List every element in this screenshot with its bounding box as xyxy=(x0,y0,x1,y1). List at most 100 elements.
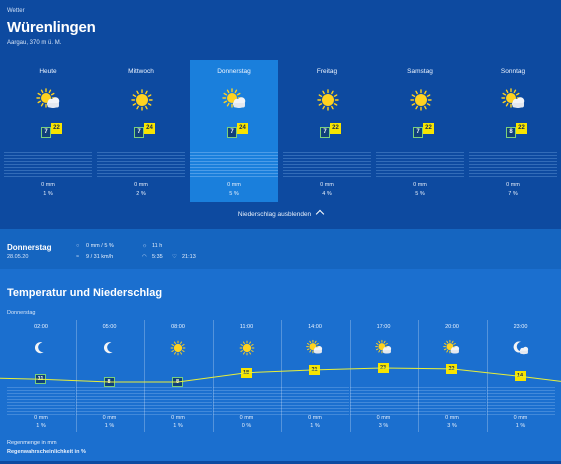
location-title: Würenlingen xyxy=(7,19,96,36)
max-temp: 22 xyxy=(516,123,527,134)
hour-slot-7: 23:00 14 0 mm 1 % xyxy=(486,320,555,432)
day-name: Donnerstag xyxy=(217,68,251,75)
sun-icon xyxy=(238,339,256,357)
sun-cloud-icon xyxy=(222,87,248,113)
detail-precip: ○ 0 mm / 5 % xyxy=(76,243,114,249)
precip-probability: 5 % xyxy=(415,191,425,197)
precip-amount: 0 mm xyxy=(41,182,55,188)
sun-icon xyxy=(129,87,155,113)
horizontal-scrollbar[interactable] xyxy=(0,461,561,464)
precip-probability: 1 % xyxy=(104,423,115,429)
raindrop-icon: ○ xyxy=(76,243,80,249)
precip-amount: 0 mm xyxy=(308,415,322,421)
min-temp: 7 xyxy=(227,127,237,138)
day-card-3[interactable]: Freitag 7 22 0 mm 4 % xyxy=(283,60,371,202)
wind-icon: ≈ xyxy=(76,254,80,260)
min-temp: 7 xyxy=(413,127,423,138)
precip-bars xyxy=(283,152,371,178)
slot-temperature: 14 xyxy=(514,371,526,382)
day-name: Freitag xyxy=(316,68,338,75)
precip-bars xyxy=(7,387,75,415)
min-temp: 7 xyxy=(320,127,330,138)
hour-slot-4: 14:00 21 0 mm 1 % xyxy=(281,320,349,432)
max-temp: 22 xyxy=(51,123,62,134)
precip-probability: 0 % xyxy=(241,423,252,429)
day-name: Heute xyxy=(39,68,57,75)
precip-bars xyxy=(469,152,557,178)
slot-divider xyxy=(76,320,77,432)
precip-amount: 0 mm xyxy=(445,415,459,421)
precip-probability: 1 % xyxy=(173,423,183,429)
detail-sunset: ♡ 21:13 xyxy=(172,254,196,260)
precip-probability: 3 % xyxy=(447,423,457,429)
day-name: Sonntag xyxy=(500,68,526,75)
slot-divider xyxy=(213,320,214,432)
sun-icon xyxy=(315,87,341,113)
precip-amount: 0 mm xyxy=(34,415,48,421)
max-temp: 22 xyxy=(423,123,434,134)
moon-icon xyxy=(101,339,119,357)
slot-temperature: 21 xyxy=(309,364,320,375)
moon-icon xyxy=(32,339,50,357)
day-name: Mittwoch xyxy=(128,68,154,75)
precip-bars xyxy=(144,387,212,415)
day-detail: Donnerstag 28.05.20 ○ 0 mm / 5 % ≈9 / 31 … xyxy=(0,229,561,269)
hour-slot-0: 02:00 11 0 mm 1 % xyxy=(7,320,75,432)
slot-divider xyxy=(144,320,145,432)
min-temp: 7 xyxy=(134,127,144,138)
precip-amount: 0 mm xyxy=(413,182,427,188)
slot-time: 14:00 xyxy=(308,324,322,330)
hour-slot-2: 08:00 8 0 mm 1 % xyxy=(144,320,212,432)
precip-probability: 2 % xyxy=(136,191,146,197)
precip-amount: 0 mm xyxy=(320,182,334,188)
precip-bars xyxy=(4,152,92,178)
chart-title: Temperatur und Niederschlag xyxy=(7,287,163,299)
slot-time: 08:00 xyxy=(171,324,185,330)
sun-icon xyxy=(408,87,434,113)
slot-time: 05:00 xyxy=(102,324,117,330)
slot-divider xyxy=(350,320,351,432)
detail-wind: ≈9 / 31 km/h xyxy=(76,254,114,260)
precip-amount: 0 mm xyxy=(506,182,520,188)
day-card-0[interactable]: Heute 7 22 0 mm 1 % xyxy=(4,60,92,202)
precip-bars xyxy=(75,387,144,415)
sun-icon xyxy=(169,339,187,357)
chevron-up-icon xyxy=(315,209,325,219)
slot-time: 17:00 xyxy=(376,324,391,330)
precip-probability: 3 % xyxy=(378,423,389,429)
sun-cloud-icon xyxy=(374,339,393,357)
precip-amount: 0 mm xyxy=(227,182,241,188)
min-temp: 7 xyxy=(41,127,51,138)
precip-probability: 1 % xyxy=(515,423,526,429)
sun-cloud-icon xyxy=(306,339,324,357)
chart-day-label: Donnerstag xyxy=(7,310,36,316)
day-card-1[interactable]: Mittwoch 7 24 0 mm 2 % xyxy=(97,60,185,202)
hourly-chart: Temperatur und Niederschlag Donnerstag 0… xyxy=(0,269,561,464)
detail-date: 28.05.20 xyxy=(7,254,29,260)
precip-probability: 7 % xyxy=(508,191,518,197)
precip-bars xyxy=(281,387,349,415)
day-card-2[interactable]: Donnerstag 7 24 0 mm 5 % xyxy=(190,60,278,202)
precip-amount: 0 mm xyxy=(513,415,528,421)
precip-amount: 0 mm xyxy=(171,415,185,421)
precip-bars xyxy=(376,152,464,178)
precip-probability: 1 % xyxy=(36,423,46,429)
day-card-4[interactable]: Samstag 7 22 0 mm 5 % xyxy=(376,60,464,202)
precip-bars xyxy=(190,152,278,178)
day-card-5[interactable]: Sonntag 8 22 0 mm 7 % xyxy=(469,60,557,202)
precip-probability: 4 % xyxy=(322,191,332,197)
slot-divider xyxy=(418,320,419,432)
slot-temperature: 18 xyxy=(240,367,252,378)
slot-temperature: 23 xyxy=(377,363,389,373)
detail-sunshine: ☼ 11 h xyxy=(142,243,163,249)
min-temp: 8 xyxy=(506,127,516,138)
sunrise-icon: ◠ xyxy=(142,254,147,260)
max-temp: 22 xyxy=(330,123,341,134)
hour-slot-3: 11:00 18 0 mm 0 % xyxy=(212,320,281,432)
legend-precip-probability: Regenwahrscheinlichkeit in % xyxy=(7,449,86,455)
slot-divider xyxy=(281,320,282,432)
hour-slot-5: 17:00 23 0 mm 3 % xyxy=(349,320,418,432)
precip-amount: 0 mm xyxy=(134,182,148,188)
precip-toggle-button[interactable]: Niederschlag ausblenden xyxy=(0,209,561,219)
sun-cloud-icon xyxy=(36,87,62,113)
